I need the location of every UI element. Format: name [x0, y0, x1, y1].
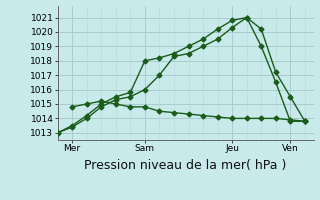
- X-axis label: Pression niveau de la mer( hPa ): Pression niveau de la mer( hPa ): [84, 159, 287, 172]
